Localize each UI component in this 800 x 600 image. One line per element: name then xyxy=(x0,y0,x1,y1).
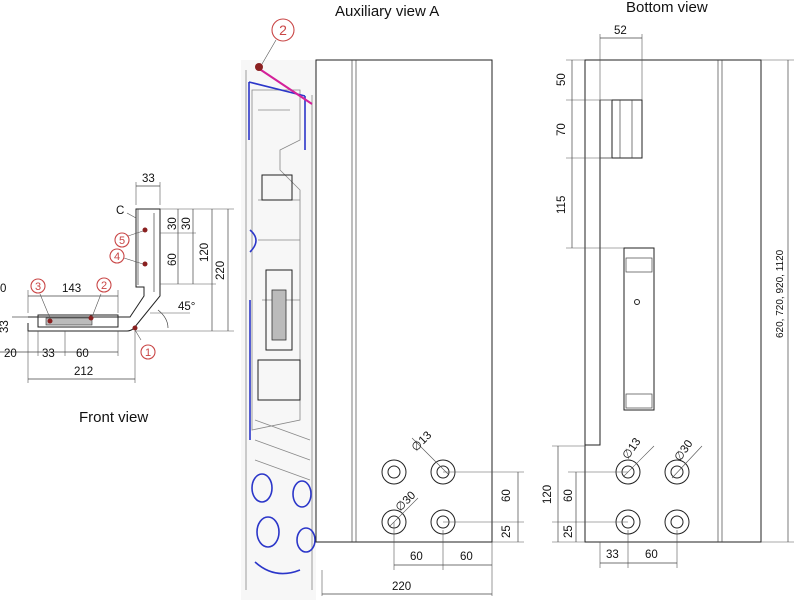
front-dim-60-bottom: 60 xyxy=(76,348,89,360)
bottom-mid-bracket-hole xyxy=(634,299,640,305)
front-dim-120: 120 xyxy=(199,243,211,262)
auxiliary-hole xyxy=(381,459,407,485)
callout-marker-model-2-label: 2 xyxy=(279,22,287,38)
bottom-dim-33: 33 xyxy=(606,549,619,561)
bottom-hole xyxy=(664,459,690,485)
bottom-mid-bracket xyxy=(623,247,655,411)
front-dim-33-top: 33 xyxy=(142,173,155,185)
front-dim-45-deg: 45° xyxy=(178,301,195,313)
auxiliary-dim-220: 220 xyxy=(392,581,411,593)
callout-marker-2-label: 2 xyxy=(101,280,107,292)
bottom-dim-120: 120 xyxy=(542,485,554,504)
callout-marker-4: 4 xyxy=(109,248,125,264)
front-dim-212: 212 xyxy=(74,366,93,378)
front-dim-33-left: 33 xyxy=(0,320,11,333)
bottom-dim-52: 52 xyxy=(614,25,627,37)
bottom-top-bracket xyxy=(611,99,643,159)
auxiliary-dim-60-vertical: 60 xyxy=(501,489,513,502)
bottom-dim-height-options: 620, 720, 920, 1120 xyxy=(775,249,786,338)
auxiliary-plate-outline xyxy=(315,59,493,543)
callout-marker-1: 1 xyxy=(140,344,156,360)
bottom-flange-step xyxy=(585,100,601,446)
bottom-view-title: Bottom view xyxy=(626,0,708,16)
bottom-dim-25-vertical: 25 xyxy=(563,525,575,538)
bottom-dim-60-vertical: 60 xyxy=(563,489,575,502)
auxiliary-dia-13-label: ∅13 xyxy=(410,430,435,455)
callout-marker-3-label: 3 xyxy=(35,281,41,293)
bottom-view: Bottom view ∅13 ∅30 xyxy=(542,0,794,568)
auxiliary-dim-60-right: 60 xyxy=(460,551,473,563)
isometric-model xyxy=(241,60,316,600)
front-dim-20: 20 xyxy=(4,348,17,360)
bottom-dia-30-label: ∅30 xyxy=(673,438,696,464)
front-dim-30-b: 30 xyxy=(181,217,193,230)
callout-marker-2: 2 xyxy=(96,277,112,293)
front-view: Front view 33 C 30 60 30 120 220 xyxy=(0,18,295,426)
bottom-dim-50: 50 xyxy=(556,73,568,86)
auxiliary-dim-60-left: 60 xyxy=(410,551,423,563)
bottom-dim-115: 115 xyxy=(556,196,568,214)
callout-marker-3: 3 xyxy=(30,278,46,294)
bottom-dim-70: 70 xyxy=(556,123,568,136)
front-dim-60: 60 xyxy=(167,253,179,266)
callout-marker-model-2: 2 xyxy=(271,18,295,42)
front-dim-33-bottom: 33 xyxy=(42,348,55,360)
auxiliary-dim-25-vertical: 25 xyxy=(501,525,513,538)
front-dim-220: 220 xyxy=(215,261,227,280)
front-dim-30-a: 30 xyxy=(167,217,179,230)
callout-marker-5-label: 5 xyxy=(119,235,125,247)
front-label-c: C xyxy=(116,205,124,217)
auxiliary-view-title: Auxiliary view A xyxy=(335,3,439,20)
auxiliary-view: Auxiliary view A ∅13 ∅30 60 25 xyxy=(315,3,524,596)
callout-marker-4-label: 4 xyxy=(114,251,120,263)
front-view-title: Front view xyxy=(79,409,148,426)
callout-marker-5: 5 xyxy=(114,232,130,248)
bottom-dim-60-horizontal: 60 xyxy=(645,549,658,561)
callout-marker-1-label: 1 xyxy=(145,347,151,359)
front-base-block xyxy=(37,314,119,328)
front-dim-0: 0 xyxy=(0,283,6,295)
front-dim-143: 143 xyxy=(62,283,81,295)
bottom-dia-13-label: ∅13 xyxy=(621,436,644,462)
bottom-plate-outline xyxy=(584,59,762,543)
